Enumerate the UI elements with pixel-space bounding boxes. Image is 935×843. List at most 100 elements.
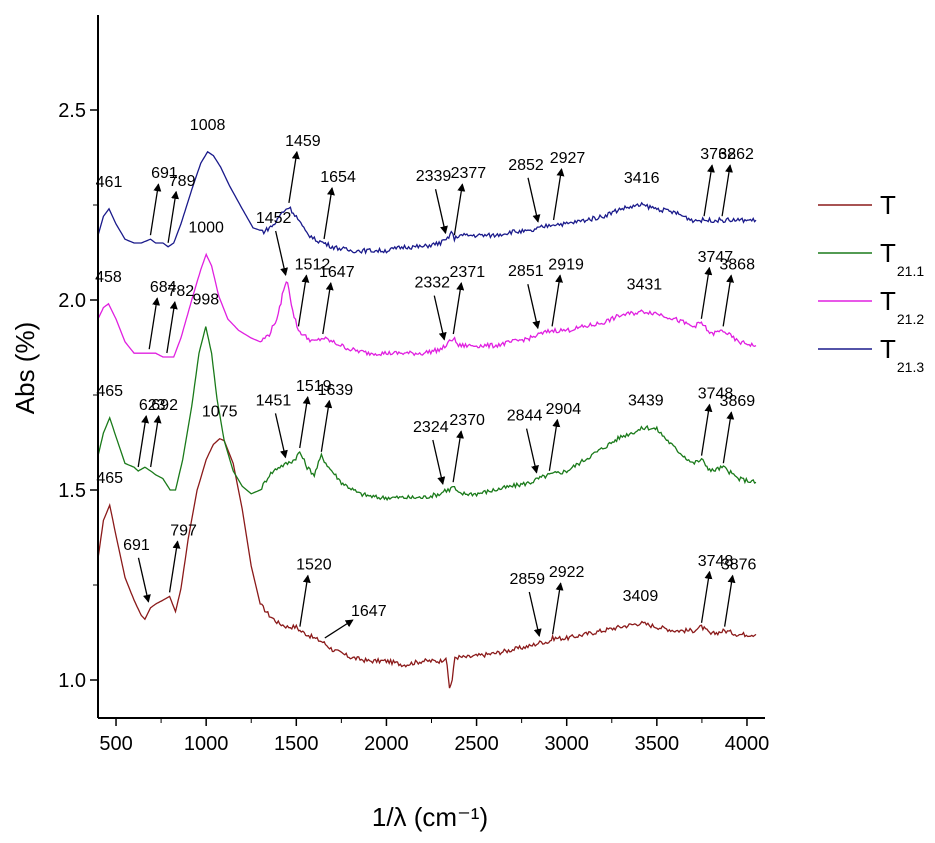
peak-label: 1008	[190, 117, 226, 134]
annotation-arrow	[551, 274, 563, 327]
peak-label: 3439	[628, 392, 664, 409]
peak-label: 2919	[548, 256, 584, 273]
peak-label: 2339	[416, 168, 452, 185]
peak-label: 691	[151, 165, 178, 182]
annotation-arrow	[452, 282, 465, 335]
peak-label: 782	[168, 283, 195, 300]
annotation-arrow	[299, 396, 311, 449]
peak-label: 3748	[698, 553, 734, 570]
legend-label-2: T21.2	[880, 286, 924, 327]
peak-label: 2377	[451, 165, 487, 182]
peak-label: 1000	[188, 219, 224, 236]
peak-label: 1512	[295, 256, 331, 273]
peak-label: 3762	[700, 146, 736, 163]
annotation-arrow	[137, 415, 150, 468]
peak-label: 3868	[719, 256, 755, 273]
peak-label: 1647	[351, 603, 387, 620]
x-tick-label: 3500	[635, 733, 680, 755]
legend-subscript-1: 21.1	[897, 263, 924, 279]
peak-label: 2852	[508, 157, 544, 174]
annotation-arrow	[700, 570, 713, 623]
annotation-arrow	[275, 230, 288, 276]
y-tick-label: 1.0	[58, 670, 86, 692]
annotation-arrow	[148, 297, 161, 350]
x-tick-label: 3000	[544, 733, 589, 755]
annotation-arrow	[722, 411, 735, 464]
annotation-arrow	[723, 574, 736, 627]
peak-label: 2844	[507, 408, 543, 425]
peak-label: 2927	[550, 150, 586, 167]
peak-label: 2324	[413, 419, 449, 436]
peak-label: 623	[139, 397, 166, 414]
peak-label: 458	[95, 269, 122, 286]
x-tick-label: 2500	[454, 733, 499, 755]
legend-subscript-2: 21.2	[897, 311, 924, 327]
peak-label: 3876	[721, 557, 757, 574]
x-tick-label: 2000	[364, 733, 409, 755]
series-line-2	[97, 252, 757, 358]
annotation-arrow	[528, 591, 542, 637]
peak-label: 2859	[509, 571, 545, 588]
peak-label: 465	[96, 470, 123, 487]
series-line-3	[97, 150, 757, 255]
annotation-arrow	[453, 183, 466, 236]
annotation-arrow	[722, 274, 735, 327]
annotation-arrow	[452, 430, 464, 483]
annotation-arrow	[552, 168, 565, 221]
peak-label: 461	[96, 174, 123, 191]
y-tick-label: 1.5	[58, 480, 86, 502]
annotation-arrow	[434, 189, 448, 235]
x-axis-title: 1/λ (cm⁻¹)	[372, 802, 488, 832]
annotation-arrow	[551, 582, 564, 635]
legend-label-3: T21.3	[880, 334, 924, 375]
peak-label: 797	[170, 522, 197, 539]
peak-label: 3748	[698, 386, 734, 403]
peak-label: 2851	[508, 263, 544, 280]
peak-label: 465	[96, 383, 123, 400]
series-line-0	[97, 437, 757, 689]
annotation-arrow	[721, 164, 733, 217]
legend-subscript-3: 21.3	[897, 359, 924, 375]
peak-label: 1451	[256, 392, 292, 409]
peak-label: 3869	[720, 393, 756, 410]
peak-label: 3747	[698, 249, 734, 266]
peak-label: 1654	[320, 169, 356, 186]
annotation-arrow	[274, 413, 288, 459]
peak-label: 789	[169, 173, 196, 190]
annotation-arrow	[548, 418, 561, 471]
peak-label: 1519	[296, 378, 332, 395]
peak-label: 2904	[546, 401, 582, 418]
annotation-arrow	[324, 619, 354, 639]
legend-label-1: T21.1	[880, 238, 924, 279]
peak-label: 3409	[623, 588, 659, 605]
y-tick-label: 2.5	[58, 100, 86, 122]
annotation-arrow	[149, 415, 162, 468]
peak-label: 2922	[549, 564, 585, 581]
annotation-arrow	[323, 187, 335, 240]
peak-label: 2332	[414, 275, 450, 292]
peak-label: 684	[150, 279, 177, 296]
peak-label: 3431	[627, 276, 663, 293]
peak-label: 1520	[296, 557, 332, 574]
annotation-arrow	[320, 399, 333, 452]
legend: T T21.1 T21.2 T21.3	[818, 190, 924, 375]
x-tick-label: 1000	[184, 733, 229, 755]
annotation-arrow	[167, 190, 179, 243]
annotation-arrow	[527, 284, 541, 330]
peak-label: 3416	[624, 170, 660, 187]
annotation-arrow	[433, 295, 447, 341]
annotation-arrow	[299, 574, 311, 627]
annotation-arrow	[525, 428, 539, 474]
peak-label: 692	[151, 397, 178, 414]
annotation-arrow	[527, 177, 541, 223]
x-tick-label: 500	[99, 733, 132, 755]
x-tick-label: 1500	[274, 733, 319, 755]
peak-label: 1452	[256, 210, 292, 227]
peak-label: 691	[123, 537, 150, 554]
annotation-arrow	[703, 164, 715, 217]
axes-layer: 500 1000 1500 2000 2500 3000 3500 4000 1.0 1.5 2.0…	[58, 15, 769, 755]
annotation-arrow	[166, 301, 178, 354]
series-line-1	[97, 326, 757, 502]
